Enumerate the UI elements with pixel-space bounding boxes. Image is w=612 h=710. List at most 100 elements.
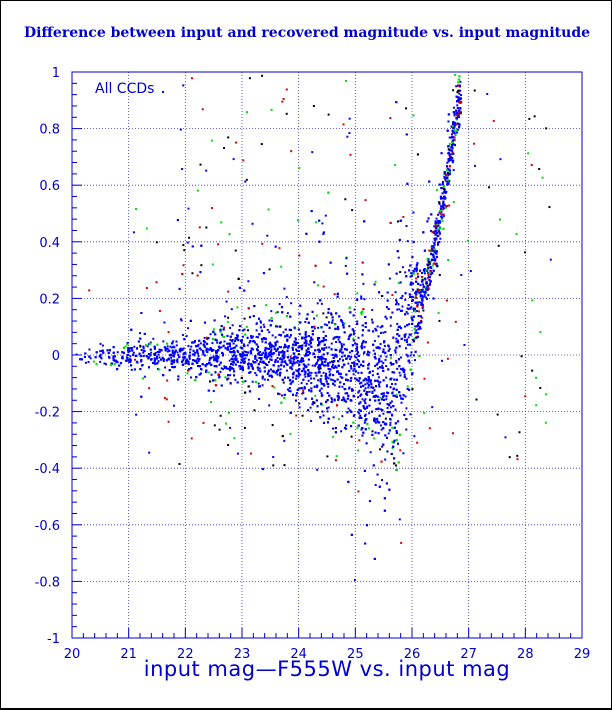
- data-point: [384, 510, 386, 512]
- data-point: [397, 443, 399, 445]
- data-point: [335, 431, 337, 433]
- data-point: [279, 303, 281, 305]
- data-point: [389, 278, 391, 280]
- data-point: [418, 328, 420, 330]
- data-point: [323, 414, 325, 416]
- data-point: [248, 307, 250, 309]
- data-point: [422, 306, 424, 308]
- data-point: [333, 416, 335, 418]
- data-point: [343, 326, 345, 328]
- data-point: [325, 373, 327, 375]
- data-point: [436, 263, 438, 265]
- data-point: [281, 394, 283, 396]
- data-point: [185, 362, 187, 364]
- data-point: [307, 313, 309, 315]
- data-point: [395, 352, 397, 354]
- data-point: [348, 355, 350, 357]
- data-point: [273, 371, 275, 373]
- data-point: [416, 262, 418, 264]
- data-point: [323, 231, 325, 233]
- data-point: [401, 402, 403, 404]
- data-point: [396, 432, 398, 434]
- data-point: [436, 265, 438, 267]
- data-point: [377, 373, 379, 375]
- data-point: [204, 354, 206, 356]
- data-point: [140, 396, 142, 398]
- data-point: [188, 356, 190, 358]
- data-point: [390, 378, 392, 380]
- data-point: [244, 380, 246, 382]
- data-point: [126, 356, 128, 358]
- data-point: [245, 351, 247, 353]
- data-point: [335, 427, 337, 429]
- data-point: [360, 312, 362, 314]
- data-point: [217, 374, 219, 376]
- data-point: [262, 468, 264, 470]
- data-point: [395, 303, 397, 305]
- data-point: [248, 359, 250, 361]
- data-point: [135, 355, 137, 357]
- data-point: [374, 365, 376, 367]
- data-point: [425, 281, 427, 283]
- data-point: [320, 375, 322, 377]
- data-point: [292, 349, 294, 351]
- data-point: [363, 220, 365, 222]
- data-point: [386, 437, 388, 439]
- data-point: [420, 295, 422, 297]
- data-point: [96, 363, 98, 365]
- data-point: [325, 358, 327, 360]
- data-point: [221, 325, 223, 327]
- data-point: [364, 316, 366, 318]
- data-point: [304, 371, 306, 373]
- data-point: [189, 358, 191, 360]
- data-point: [187, 363, 189, 365]
- data-point: [439, 274, 441, 276]
- data-point: [324, 344, 326, 346]
- data-point: [351, 436, 353, 438]
- data-point: [434, 239, 436, 241]
- data-point: [432, 231, 434, 233]
- data-point: [357, 391, 359, 393]
- data-point: [398, 391, 400, 393]
- data-point: [393, 457, 395, 459]
- data-point: [405, 347, 407, 349]
- data-point: [305, 398, 307, 400]
- data-point: [452, 121, 454, 123]
- data-point: [379, 402, 381, 404]
- data-point: [419, 301, 421, 303]
- data-point: [323, 339, 325, 341]
- data-point: [354, 309, 356, 311]
- data-point: [331, 399, 333, 401]
- data-point: [304, 321, 306, 323]
- data-point: [301, 344, 303, 346]
- data-point: [196, 362, 198, 364]
- data-point: [376, 380, 378, 382]
- data-point: [320, 378, 322, 380]
- data-point: [250, 351, 252, 353]
- data-point: [271, 317, 273, 319]
- data-point: [347, 398, 349, 400]
- data-point: [346, 411, 348, 413]
- data-point: [230, 382, 232, 384]
- data-point: [374, 389, 376, 391]
- data-point: [193, 350, 195, 352]
- data-point: [277, 361, 279, 363]
- data-point: [171, 360, 173, 362]
- data-point: [293, 362, 295, 364]
- data-point: [173, 346, 175, 348]
- data-point: [378, 291, 380, 293]
- data-point: [430, 213, 432, 215]
- data-point: [303, 337, 305, 339]
- data-point: [269, 319, 271, 321]
- data-point: [414, 359, 416, 361]
- data-point: [232, 355, 234, 357]
- data-point: [350, 425, 352, 427]
- data-point: [386, 450, 388, 452]
- data-point: [456, 104, 458, 106]
- data-point: [363, 352, 365, 354]
- data-point: [318, 241, 320, 243]
- data-point: [391, 294, 393, 296]
- data-point: [239, 287, 241, 289]
- data-point: [284, 361, 286, 363]
